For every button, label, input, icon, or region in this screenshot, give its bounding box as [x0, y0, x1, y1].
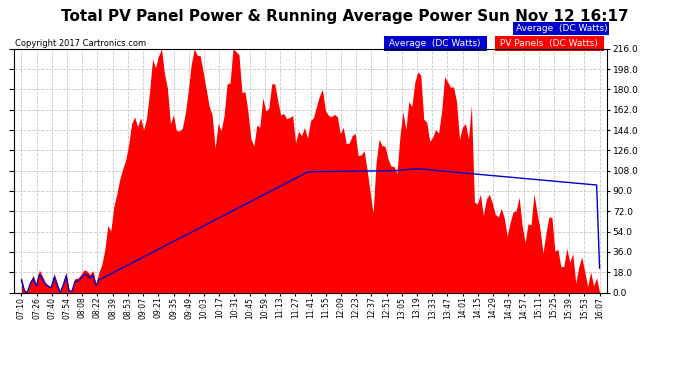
- Text: PV Panels  (DC Watts): PV Panels (DC Watts): [497, 39, 601, 48]
- Text: Average  (DC Watts): Average (DC Watts): [386, 39, 484, 48]
- Text: Average  (DC Watts): Average (DC Watts): [515, 24, 607, 33]
- Text: Copyright 2017 Cartronics.com: Copyright 2017 Cartronics.com: [15, 39, 146, 48]
- Text: Total PV Panel Power & Running Average Power Sun Nov 12 16:17: Total PV Panel Power & Running Average P…: [61, 9, 629, 24]
